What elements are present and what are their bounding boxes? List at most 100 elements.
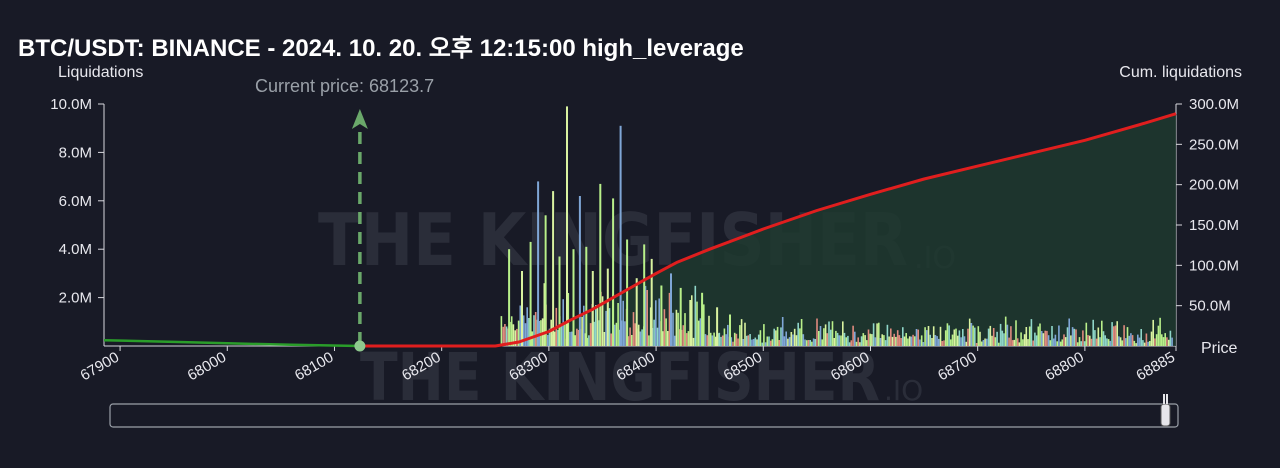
liquidation-bar [519, 305, 522, 346]
x-axis-label: Price [1201, 340, 1238, 357]
liquidation-bar [1111, 322, 1113, 346]
liquidation-bar [1037, 326, 1040, 346]
liquidation-bar [653, 319, 655, 346]
liquidation-bar [708, 315, 710, 346]
liquidation-bar [783, 336, 786, 346]
liquidation-bar [908, 336, 911, 346]
liquidation-bar [778, 340, 781, 346]
liquidation-bar [1099, 337, 1101, 346]
liquidation-bar [1137, 334, 1139, 346]
liquidation-bar [1011, 340, 1014, 346]
liquidation-bar [871, 334, 873, 346]
liquidation-bar [567, 293, 570, 346]
liquidation-bar [648, 335, 650, 346]
liquidation-bar-tall [578, 196, 581, 346]
liquidation-bar [805, 340, 808, 346]
liquidation-bar [793, 328, 796, 346]
liquidation-bar [843, 332, 846, 346]
liquidation-bar [938, 338, 940, 346]
liquidation-bar [884, 340, 887, 346]
liquidation-bar [1022, 339, 1024, 346]
liquidation-bar [1073, 328, 1076, 346]
liquidation-bar [833, 338, 835, 346]
liquidation-bar [1116, 321, 1118, 346]
liquidation-bar [718, 332, 721, 346]
liquidation-bar [883, 335, 885, 346]
liquidation-bar [727, 324, 729, 346]
liquidation-bar [1030, 319, 1033, 346]
liquidation-bar [763, 324, 765, 346]
liquidation-bar [1054, 334, 1057, 346]
liquidation-bar [951, 334, 954, 346]
liquidation-bar [800, 319, 803, 346]
liquidation-bar [1143, 342, 1146, 346]
liquidation-bar-tall [716, 307, 719, 346]
liquidation-bar [632, 312, 635, 346]
liquidation-bar [804, 339, 806, 346]
liquidation-bar [1059, 341, 1062, 346]
liquidation-bar [1066, 327, 1069, 346]
y-right-tick-label: 150.0M [1189, 217, 1239, 234]
liquidation-bar [838, 335, 841, 346]
y-right-tick-label: 50.0M [1189, 298, 1231, 315]
liquidation-bar [588, 335, 590, 346]
liquidation-bar [828, 321, 830, 346]
x-tick-label: 68000 [185, 349, 230, 385]
liquidation-bar [1013, 339, 1016, 346]
liquidation-bar [847, 335, 849, 346]
liquidation-bar [1071, 327, 1074, 346]
liquidation-bar [934, 335, 937, 346]
liquidation-bar [574, 335, 576, 346]
liquidation-bar [872, 323, 875, 346]
cumulative-line [359, 112, 1177, 348]
liquidation-bar [896, 330, 899, 346]
liquidation-bar [946, 323, 949, 346]
liquidation-bar [773, 328, 775, 346]
liquidation-bar [694, 285, 697, 346]
liquidation-bar [970, 323, 973, 346]
liquidation-bar [965, 341, 968, 346]
liquidation-bar [1166, 337, 1168, 346]
range-slider-handle[interactable] [1160, 394, 1171, 427]
liquidation-bar [812, 338, 815, 346]
liquidation-bar [859, 342, 861, 346]
liquidation-bar [1125, 338, 1127, 346]
liquidation-bar [528, 318, 530, 346]
liquidation-bar [776, 326, 779, 346]
liquidation-bar [998, 342, 1000, 346]
liquidation-bar [986, 338, 988, 346]
liquidation-bar [1064, 337, 1067, 346]
liquidation-bar [564, 321, 566, 346]
liquidation-bar [622, 300, 624, 346]
liquidation-bar [836, 332, 839, 346]
liquidation-bar-tall [689, 300, 692, 346]
liquidation-bar [715, 336, 717, 346]
liquidation-bar [835, 330, 837, 346]
liquidation-bar [526, 307, 528, 346]
liquidation-bar [751, 339, 753, 346]
liquidation-bar [996, 331, 998, 346]
liquidation-bar [1044, 330, 1046, 346]
liquidation-bar [706, 335, 709, 346]
liquidation-bar [1114, 325, 1117, 346]
liquidation-bar [854, 331, 856, 346]
liquidation-bar [1142, 340, 1144, 346]
liquidation-bar [1023, 334, 1026, 346]
liquidation-bar [517, 320, 520, 346]
liquidation-bar [886, 324, 889, 346]
liquidation-bar [1063, 334, 1065, 346]
y-left-tick-label: 2.0M [59, 290, 92, 307]
liquidation-bar [1068, 318, 1070, 346]
liquidation-bar [1101, 320, 1103, 346]
liquidation-bar [1061, 339, 1064, 346]
liquidation-bar [912, 334, 914, 346]
liquidation-bar [576, 328, 578, 346]
liquidation-bar [1128, 335, 1130, 346]
liquidation-bar [956, 335, 959, 346]
y-right-label: Cum. liquidations [1119, 64, 1242, 81]
liquidation-bar [797, 322, 799, 346]
range-slider-track[interactable] [109, 403, 1179, 428]
liquidation-bar [1159, 317, 1161, 346]
liquidation-bar [1157, 325, 1160, 346]
liquidation-bar-tall [544, 215, 547, 346]
